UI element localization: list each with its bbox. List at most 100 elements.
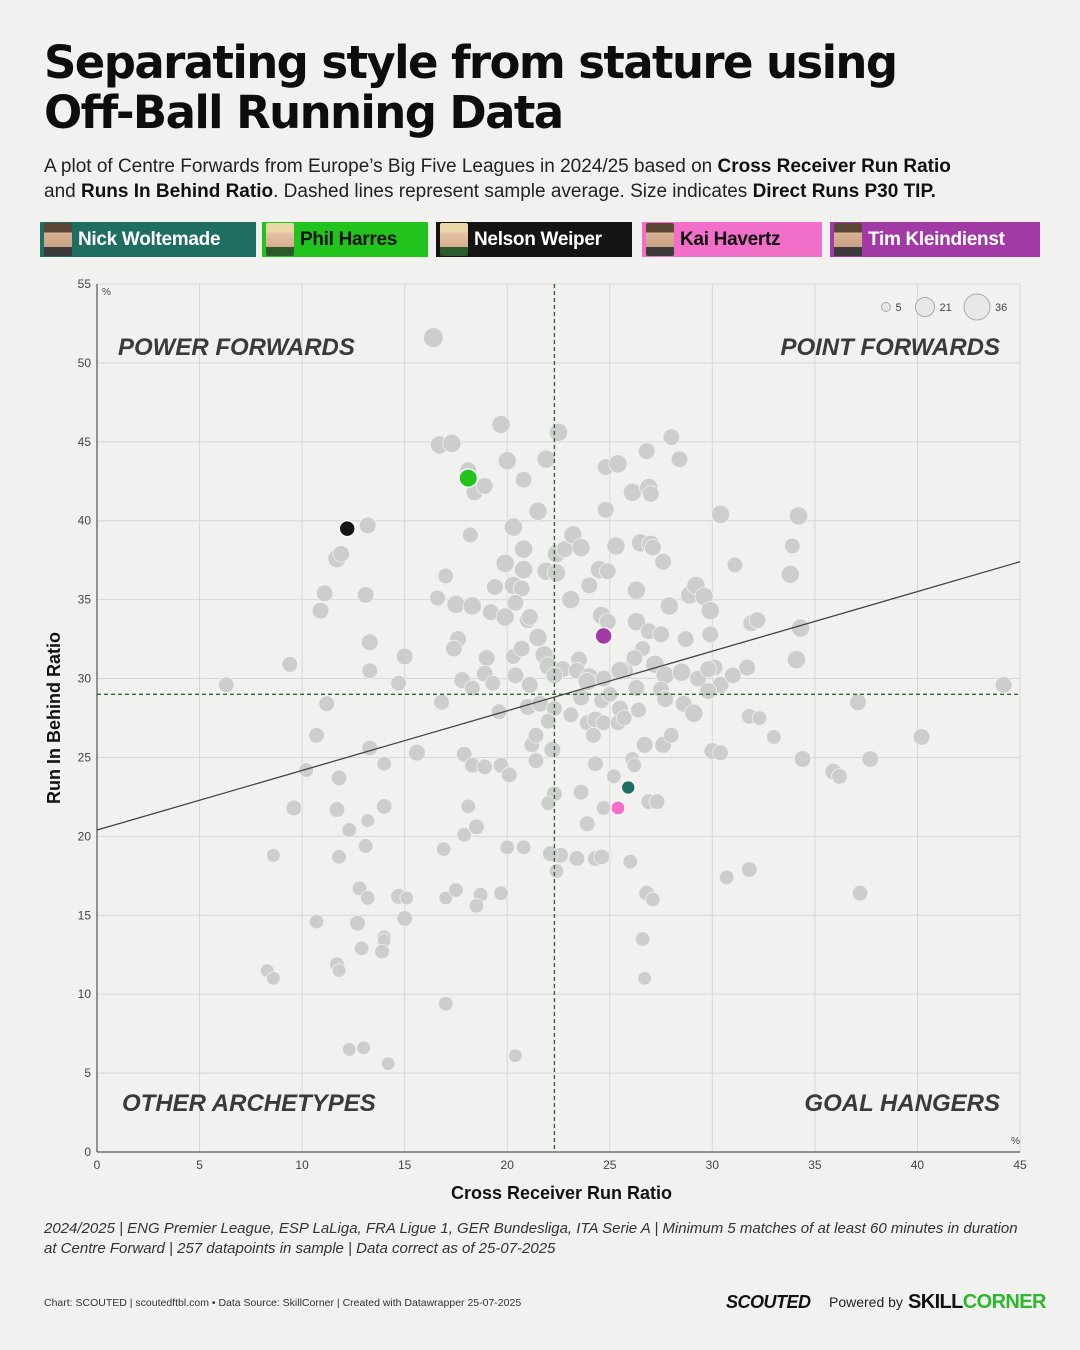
x-tick-label: 35 xyxy=(808,1158,822,1172)
data-point xyxy=(540,712,557,730)
data-point xyxy=(285,799,303,817)
data-point xyxy=(610,661,630,681)
data-point xyxy=(831,768,848,785)
size-legend-circle xyxy=(915,297,935,317)
player-name: Phil Harres xyxy=(300,228,398,250)
data-point xyxy=(528,627,548,648)
title-line-2: Off-Ball Running Data xyxy=(44,86,564,139)
scouted-logo: SCOUTED xyxy=(726,1291,811,1312)
data-point xyxy=(634,931,651,947)
y-tick-label: 45 xyxy=(78,435,92,449)
data-point xyxy=(514,470,533,489)
data-point xyxy=(571,538,591,558)
data-point xyxy=(357,838,374,854)
data-point xyxy=(497,451,517,471)
data-point xyxy=(358,516,377,535)
data-point xyxy=(396,910,413,927)
player-photo-icon xyxy=(44,223,72,256)
skillcorner-logo-part-2: CORNER xyxy=(962,1290,1047,1313)
data-point xyxy=(622,482,642,502)
data-point xyxy=(637,442,656,461)
data-point xyxy=(455,746,473,763)
data-point xyxy=(861,750,880,768)
data-point xyxy=(546,563,566,583)
data-point xyxy=(477,649,496,667)
data-point xyxy=(468,898,485,914)
footnote-line-1: 2024/2025 | ENG Premier League, ESP LaLi… xyxy=(44,1220,1018,1237)
data-point xyxy=(493,885,509,901)
subtitle-bold-3: Direct Runs P30 TIP. xyxy=(752,181,936,202)
subtitle-part-1: A plot of Centre Forwards from Europe’s … xyxy=(44,156,718,177)
data-point xyxy=(748,611,767,629)
data-point xyxy=(399,890,414,906)
data-point xyxy=(578,815,596,832)
highlighted-point xyxy=(620,780,636,795)
player-name: Nick Woltemade xyxy=(78,228,221,250)
footnote: 2024/2025 | ENG Premier League, ESP LaLi… xyxy=(44,1219,1044,1259)
data-point xyxy=(662,428,681,446)
data-point xyxy=(328,801,346,818)
data-point xyxy=(654,553,672,571)
data-point xyxy=(499,839,515,856)
data-point xyxy=(784,537,801,555)
x-tick-label: 0 xyxy=(94,1158,101,1172)
data-point xyxy=(438,890,453,906)
axes: 0 5 10 15 20 25 30 35 40 450510152025303540455055… xyxy=(44,277,1027,1203)
data-point xyxy=(460,798,476,815)
data-point xyxy=(676,630,695,648)
y-tick-label: 15 xyxy=(78,908,92,922)
x-tick-label: 30 xyxy=(706,1158,720,1172)
data-point xyxy=(711,504,731,524)
data-point xyxy=(630,701,647,719)
data-point xyxy=(318,695,335,713)
x-axis-title: Cross Receiver Run Ratio xyxy=(451,1183,672,1203)
data-point xyxy=(568,850,586,867)
data-point xyxy=(476,758,493,776)
data-point xyxy=(786,650,806,670)
data-point xyxy=(484,675,502,692)
data-point xyxy=(596,500,615,519)
highlighted-point xyxy=(338,520,356,538)
data-point xyxy=(527,727,545,744)
data-point xyxy=(464,679,481,697)
data-point xyxy=(788,506,809,526)
data-point xyxy=(543,740,562,759)
player-legend: Nick Woltemade Phil Harres Nelson Weiper… xyxy=(40,222,1050,257)
data-point xyxy=(572,783,590,801)
data-point xyxy=(512,639,531,658)
data-point xyxy=(793,750,812,768)
y-tick-label: 20 xyxy=(78,829,92,843)
data-point xyxy=(751,710,768,726)
data-point xyxy=(738,658,756,677)
chart-subtitle: A plot of Centre Forwards from Europe’s … xyxy=(44,154,1054,204)
player-chip-havertz: Kai Havertz xyxy=(642,222,822,257)
data-point xyxy=(331,849,347,865)
data-point xyxy=(375,798,393,815)
data-point xyxy=(490,703,508,720)
data-point xyxy=(531,695,549,713)
scatter-chart: POWER FORWARDS POINT FORWARDS OTHER ARCHET… xyxy=(44,277,1027,1203)
x-tick-label: 10 xyxy=(295,1158,309,1172)
player-name: Nelson Weiper xyxy=(474,228,602,250)
size-legend-label: 36 xyxy=(995,302,1007,314)
grid xyxy=(97,283,1021,1152)
data-point xyxy=(456,827,472,843)
chart-title: Separating style from stature using Off-… xyxy=(44,38,1044,138)
data-point xyxy=(435,841,452,857)
skillcorner-logo-part-1: SKILL xyxy=(908,1290,963,1313)
data-point xyxy=(536,449,556,469)
data-point xyxy=(503,517,523,537)
data-point xyxy=(506,666,525,685)
data-point xyxy=(374,943,390,960)
data-point xyxy=(699,682,717,700)
data-point xyxy=(562,706,580,724)
data-point xyxy=(684,703,704,723)
subtitle-part-3: . Dashed lines represent sample average.… xyxy=(273,181,753,202)
data-point xyxy=(659,596,679,616)
player-photo-icon xyxy=(834,223,862,256)
data-point xyxy=(587,755,604,773)
player-photo-icon xyxy=(646,223,674,256)
title-line-1: Separating style from stature using xyxy=(44,36,898,89)
data-point xyxy=(514,539,534,559)
data-point xyxy=(626,580,646,600)
